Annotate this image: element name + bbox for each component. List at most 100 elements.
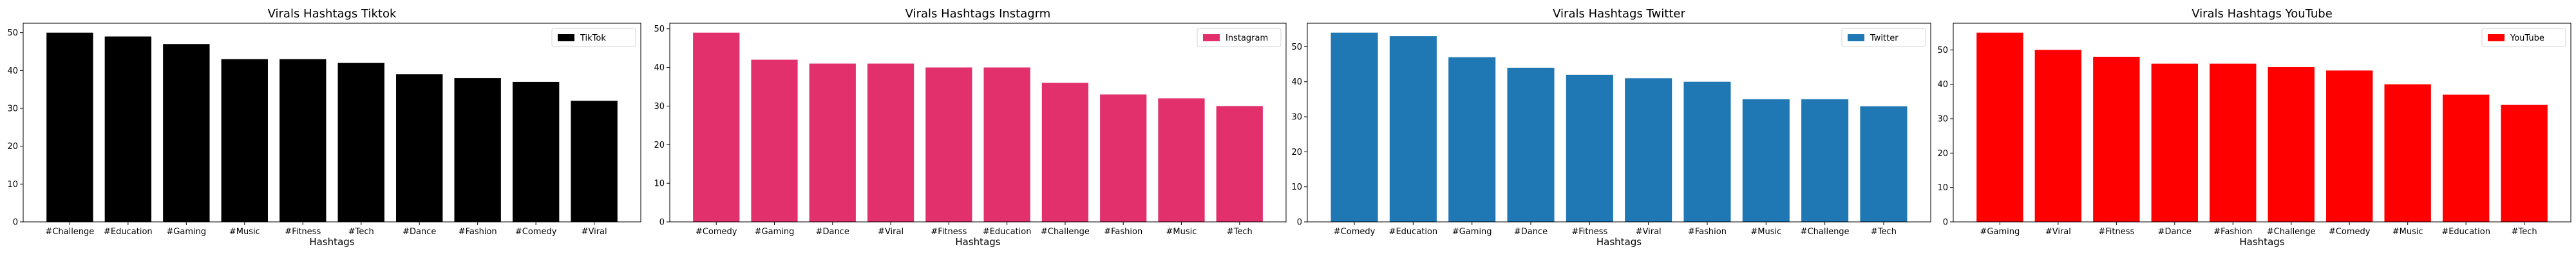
bar <box>337 63 384 222</box>
bar <box>2326 70 2373 222</box>
legend-swatch <box>1848 34 1864 41</box>
x-tick-label: #Challenge <box>45 227 94 237</box>
x-tick-label: #Challenge <box>1801 227 1850 237</box>
y-tick-label: 10 <box>1937 183 1948 193</box>
x-tick-label: #Dance <box>816 227 849 237</box>
x-tick-label: #Fashion <box>459 227 497 237</box>
bar <box>46 32 93 223</box>
legend-entry: Twitter <box>1870 34 1899 43</box>
x-tick-label: #Challenge <box>2267 227 2316 237</box>
y-tick-label: 30 <box>7 104 18 114</box>
plot-frame <box>669 23 1287 223</box>
x-tick-label: #Viral <box>1636 227 1662 237</box>
y-tick-label: 10 <box>1291 183 1302 192</box>
y-tick-label: 0 <box>1297 218 1302 228</box>
y-tick-label: 50 <box>7 28 18 38</box>
x-tick-label: #Fashion <box>1104 227 1142 237</box>
x-tick-label: #Gaming <box>166 227 206 237</box>
x-tick-label: #Education <box>1389 227 1438 237</box>
bar <box>983 67 1030 222</box>
y-tick-label: 30 <box>1937 115 1948 124</box>
chart-panel-1: Virals Hashtags Tiktok 0 10 20 30 40 50 #Challe… <box>7 7 641 248</box>
bar <box>2268 67 2315 222</box>
y-tick-label: 20 <box>1937 149 1948 159</box>
bar <box>2501 104 2548 222</box>
bar <box>1041 83 1089 222</box>
bar <box>1625 78 1672 222</box>
legend-swatch <box>1203 34 1220 41</box>
x-tick-label: #Music <box>2392 227 2423 237</box>
legend-swatch <box>558 34 574 41</box>
x-axis-label: Hashtags <box>2239 236 2284 248</box>
bar <box>2151 63 2198 223</box>
x-tick-label: #Tech <box>348 227 374 237</box>
y-tick-label: 30 <box>654 102 665 112</box>
y-tick-label: 0 <box>659 218 665 228</box>
x-tick-label: #Viral <box>2045 227 2071 237</box>
x-tick-label: #Dance <box>402 227 436 237</box>
bar <box>1100 94 1147 222</box>
x-tick-label: #Fashion <box>2213 227 2252 237</box>
x-tick-label: #Challenge <box>1041 227 1090 237</box>
chart-panel-4: Virals Hashtags YouTube 0 10 20 30 40 50 #Gamin… <box>1937 7 2571 248</box>
legend-box <box>1841 28 1926 47</box>
x-tick-label: #Fitness <box>285 227 321 237</box>
bar <box>1976 32 2023 223</box>
x-tick-label: #Education <box>104 227 153 237</box>
x-tick-label: #Comedy <box>1334 227 1376 237</box>
bar <box>1860 106 1908 222</box>
bar <box>1216 106 1263 222</box>
x-tick-label: #Comedy <box>2329 227 2371 237</box>
y-tick-label: 0 <box>13 218 18 228</box>
y-tick-label: 50 <box>654 25 665 34</box>
x-tick-label: #Music <box>229 227 260 237</box>
x-tick-label: #Tech <box>2512 227 2537 237</box>
y-tick-label: 10 <box>7 180 18 190</box>
legend-swatch <box>2488 34 2505 41</box>
y-tick-label: 10 <box>654 179 665 189</box>
legend: Instagram <box>1197 28 1282 47</box>
bar <box>809 63 856 222</box>
x-tick-label: #Fitness <box>931 227 967 237</box>
bar <box>396 74 443 222</box>
x-tick-label: #Dance <box>2158 227 2192 237</box>
bar <box>867 63 914 222</box>
x-tick-label: #Gaming <box>1980 227 2020 237</box>
x-tick-label: #Music <box>1750 227 1781 237</box>
bar <box>693 32 740 223</box>
chart-title: Virals Hashtags Twitter <box>1553 7 1685 21</box>
bar <box>2384 84 2431 222</box>
x-axis-label: Hashtags <box>309 236 354 248</box>
legend: TikTok <box>551 28 636 47</box>
legend-box <box>1197 28 1282 47</box>
bar <box>2442 94 2490 222</box>
x-tick-label: #Music <box>1166 227 1197 237</box>
x-tick-label: #Tech <box>1871 227 1897 237</box>
x-tick-label: #Education <box>983 227 1032 237</box>
y-tick-label: 50 <box>1291 43 1302 52</box>
bar <box>221 59 268 222</box>
y-tick-label: 40 <box>1937 80 1948 90</box>
chart-title: Virals Hashtags Tiktok <box>268 7 397 21</box>
y-tick-label: 20 <box>654 141 665 150</box>
bar <box>512 81 560 222</box>
x-tick-label: #Fashion <box>1688 227 1727 237</box>
legend-entry: Instagram <box>1226 34 1268 43</box>
x-tick-label: #Dance <box>1514 227 1548 237</box>
legend-box <box>2481 28 2566 47</box>
plot-frame <box>1307 23 1931 223</box>
x-tick-label: #Fitness <box>1571 227 1607 237</box>
bar <box>1801 99 1849 222</box>
bar <box>1507 67 1555 222</box>
bar <box>1742 99 1790 222</box>
plot-frame <box>23 23 641 223</box>
bar <box>1566 74 1613 222</box>
bar <box>104 36 152 223</box>
bar <box>1331 32 1378 223</box>
bar <box>1158 98 1205 222</box>
legend: Twitter <box>1841 28 1926 47</box>
x-axis-label: Hashtags <box>955 236 1000 248</box>
chart-title: Virals Hashtags YouTube <box>2192 7 2333 21</box>
bar <box>2093 57 2140 222</box>
